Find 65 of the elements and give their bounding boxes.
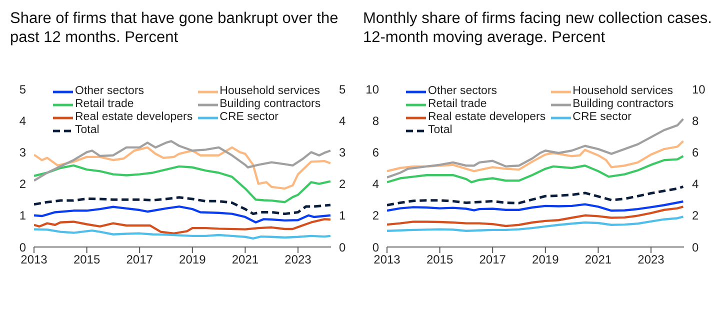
y2-tick-label: 0: [692, 240, 699, 254]
y-tick-label: 8: [372, 114, 380, 128]
line-series: [387, 216, 684, 232]
x-tick-label: 2021: [232, 252, 259, 267]
y2-tick-label: 10: [692, 82, 706, 96]
legend-label: Total: [428, 124, 452, 137]
line-series: [34, 164, 331, 204]
legend-label: Retail trade: [75, 98, 134, 111]
y2-tick-label: 1: [339, 208, 346, 223]
y-tick-label: 5: [19, 82, 26, 96]
y-tick-label: 6: [372, 145, 380, 160]
x-tick-label: 2015: [73, 252, 100, 267]
legend-label: Other sectors: [75, 85, 144, 98]
legend-label: Building contractors: [572, 98, 674, 111]
x-tick-label: 2017: [479, 252, 506, 267]
y2-tick-label: 5: [339, 82, 346, 96]
y-tick-label: 4: [372, 177, 380, 192]
line-series: [34, 218, 331, 235]
x-tick-label: 2023: [284, 252, 312, 267]
chart-title: Share of firms that have gone bankrupt over the past 12 months. Percent: [9, 9, 340, 48]
y2-tick-label: 0: [339, 240, 346, 254]
y-tick-label: 3: [19, 145, 26, 160]
line-series: [387, 155, 684, 184]
y2-tick-label: 2: [692, 208, 699, 223]
legend-label: CRE sector: [220, 111, 278, 124]
chart-title: Monthly share of firms facing new collection cases. 12-month moving average. Percent: [362, 9, 713, 48]
y-tick-label: 10: [366, 82, 380, 96]
line-series: [387, 185, 684, 206]
y-tick-label: 1: [19, 208, 26, 223]
legend-label: Real estate developers: [428, 111, 546, 124]
legend-label: Building contractors: [220, 98, 321, 111]
x-tick-label: 2023: [638, 252, 665, 267]
line-series: [34, 205, 331, 224]
line-series: [34, 228, 331, 240]
y2-tick-label: 3: [339, 145, 346, 160]
legend-label: Other sectors: [428, 85, 498, 98]
legend-label: Total: [75, 124, 100, 137]
legend-label: Retail trade: [428, 98, 487, 111]
line-series: [34, 146, 331, 190]
legend-label: Household services: [572, 85, 673, 98]
y2-tick-label: 2: [339, 177, 346, 192]
x-tick-label: 2015: [426, 252, 454, 267]
x-tick-label: 2013: [374, 252, 401, 267]
line-series: [34, 196, 331, 216]
line-series: [387, 200, 684, 212]
x-tick-label: 2021: [584, 252, 612, 267]
y2-tick-label: 4: [339, 114, 346, 128]
x-tick-label: 2019: [179, 252, 206, 267]
line-series: [34, 140, 331, 182]
y2-tick-label: 4: [692, 177, 699, 192]
y2-tick-label: 8: [692, 114, 699, 128]
y-tick-label: 2: [19, 177, 26, 192]
x-tick-label: 2019: [532, 252, 560, 267]
y-tick-label: 0: [19, 240, 26, 254]
y2-tick-label: 6: [692, 145, 699, 160]
y-tick-label: 0: [372, 240, 380, 254]
x-tick-label: 2017: [126, 252, 154, 267]
legend-label: Real estate developers: [75, 111, 193, 124]
legend-label: Household services: [220, 85, 320, 98]
y-tick-label: 4: [19, 114, 26, 128]
legend-label: CRE sector: [572, 111, 632, 124]
line-series: [387, 140, 684, 172]
line-series: [387, 206, 684, 228]
y-tick-label: 2: [372, 208, 380, 223]
x-tick-label: 2013: [20, 252, 48, 267]
